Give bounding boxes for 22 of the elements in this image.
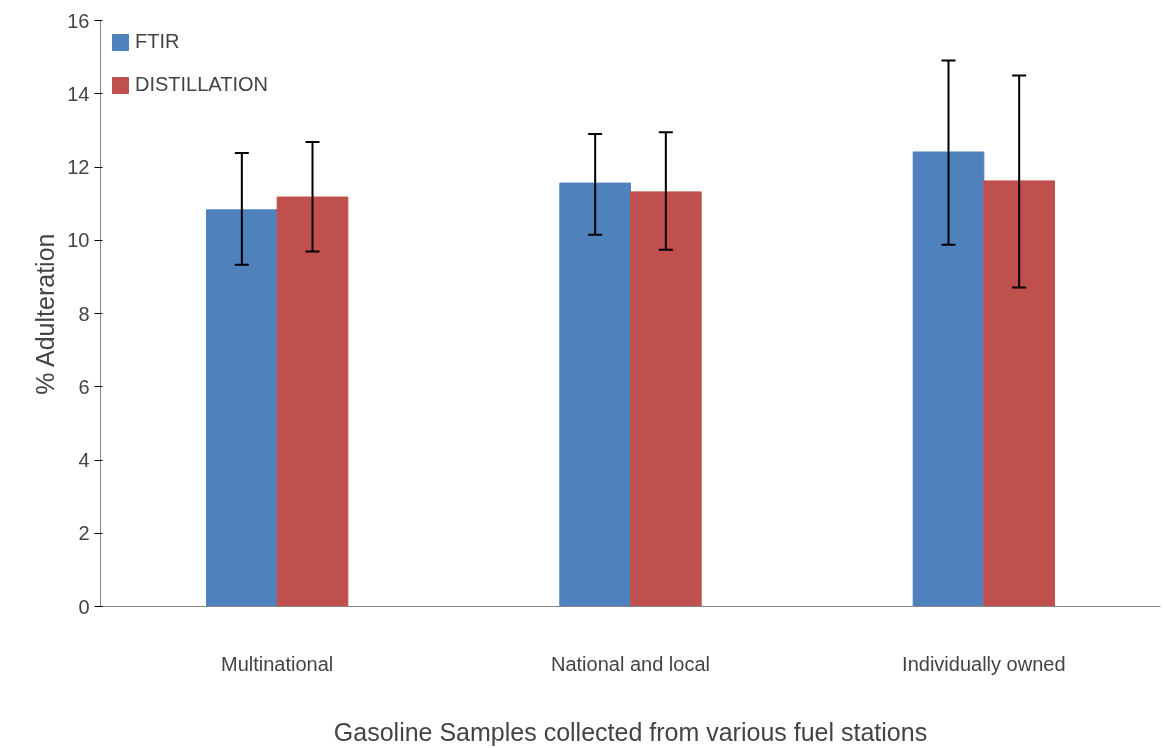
bar — [983, 180, 1055, 607]
x-tick-label: Individually owned — [902, 652, 1066, 675]
y-tick-label: 8 — [78, 302, 90, 325]
y-tick-label: 0 — [78, 595, 90, 618]
legend-label: DISTILLATION — [135, 73, 268, 96]
x-tick-label: National and local — [551, 652, 710, 675]
y-tick-label: 6 — [78, 375, 90, 398]
legend-label: FTIR — [135, 30, 180, 53]
x-tick-label: Multinational — [221, 652, 334, 675]
y-tick-label: 14 — [67, 82, 90, 105]
bar — [206, 209, 278, 607]
y-axis-title: % Adulteration — [31, 233, 60, 395]
bar — [559, 182, 631, 607]
bar — [630, 191, 702, 607]
y-tick-label: 16 — [67, 9, 90, 32]
y-tick-label: 4 — [78, 449, 90, 471]
y-tick-label: 10 — [67, 229, 90, 252]
y-tick-label: 2 — [78, 522, 90, 545]
bar — [276, 196, 349, 607]
y-tick-label: 12 — [67, 156, 90, 178]
bar — [912, 151, 985, 607]
x-axis-title: Gasoline Samples collected from various fuel stations — [333, 717, 928, 746]
